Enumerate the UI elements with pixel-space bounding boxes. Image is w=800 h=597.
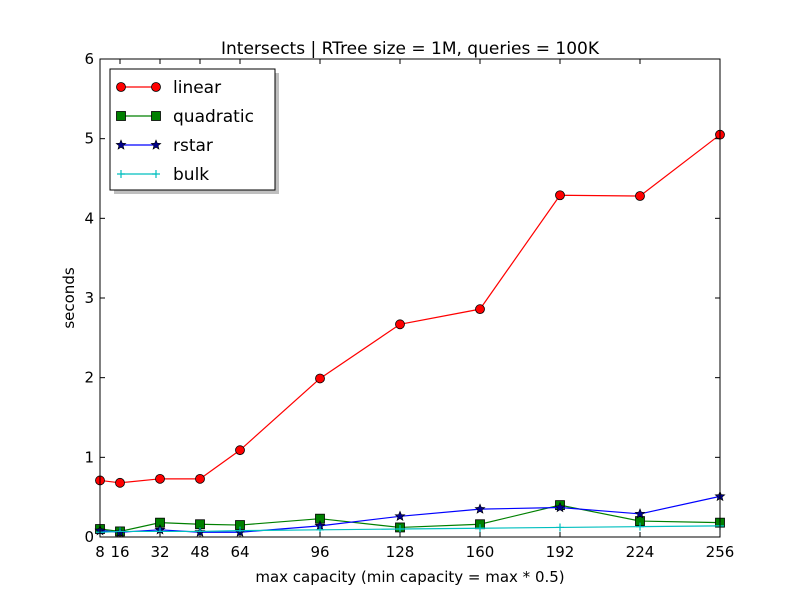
legend: linear quadratic rstar bulk: [109, 68, 279, 194]
x-tick-label: 128: [386, 543, 415, 561]
y-tick-label: 1: [84, 448, 94, 466]
series-rstar: [94, 490, 726, 537]
x-tick-label: 16: [110, 543, 129, 561]
x-tick-label: 256: [706, 543, 735, 561]
legend-marker-quadratic: [151, 111, 161, 121]
y-tick-label: 6: [84, 50, 94, 68]
x-tick-label: 32: [150, 543, 169, 561]
data-point-rstar: [554, 501, 566, 513]
data-point-linear: [195, 473, 205, 484]
data-point-bulk: [636, 522, 644, 531]
chart-title: Intersects | RTree size = 1M, queries = …: [221, 39, 600, 59]
legend-label-linear: linear: [173, 78, 221, 98]
legend-marker-linear: [151, 82, 161, 92]
legend-marker-bulk: [152, 170, 160, 178]
data-point-bulk: [556, 523, 564, 532]
y-tick-label: 3: [84, 289, 94, 307]
series-line-quadratic: [99, 504, 721, 533]
y-tick-label: 2: [84, 369, 94, 387]
series-bulk: [96, 521, 724, 537]
x-tick-label: 192: [546, 543, 575, 561]
x-tick-label: 64: [230, 543, 249, 561]
y-tick-label: 5: [84, 130, 94, 148]
legend-marker-bulk: [117, 170, 125, 178]
y-tick-label: 0: [84, 528, 94, 546]
data-point-linear: [115, 477, 125, 488]
series-quadratic: [95, 500, 725, 537]
data-point-linear: [635, 191, 645, 201]
x-tick-label: 224: [626, 543, 655, 561]
legend-label-quadratic: quadratic: [173, 107, 254, 127]
legend-label-rstar: rstar: [173, 136, 213, 156]
data-point-linear: [155, 473, 165, 484]
x-tick-label: 96: [310, 543, 329, 561]
data-point-linear: [395, 319, 405, 330]
x-axis-title: max capacity (min capacity = max * 0.5): [255, 568, 564, 586]
legend-marker-rstar: [150, 139, 162, 150]
y-axis-title: seconds: [60, 267, 78, 328]
data-point-rstar: [394, 510, 406, 521]
y-tick-label: 4: [84, 209, 94, 227]
x-tick-label: 48: [190, 543, 209, 561]
legend-marker-rstar: [115, 139, 127, 150]
plot-area: 8 16 32 48 64 96 128 160 192 224 256 0 1 2 3 4 5 6: [84, 50, 734, 561]
data-point-rstar: [474, 503, 486, 514]
legend-box: [109, 68, 276, 191]
legend-label-bulk: bulk: [173, 165, 209, 185]
data-point-linear: [235, 445, 245, 456]
data-point-linear: [315, 373, 325, 384]
data-point-linear: [475, 304, 485, 315]
data-point-bulk: [476, 524, 484, 533]
data-point-bulk: [396, 525, 404, 534]
x-tick-label: 160: [466, 543, 495, 561]
legend-marker-linear: [116, 82, 126, 92]
data-point-rstar: [634, 508, 646, 519]
x-tick-label: 8: [95, 543, 105, 561]
legend-marker-quadratic: [116, 111, 126, 121]
series-linear: [95, 129, 725, 488]
data-point-linear: [555, 190, 565, 201]
